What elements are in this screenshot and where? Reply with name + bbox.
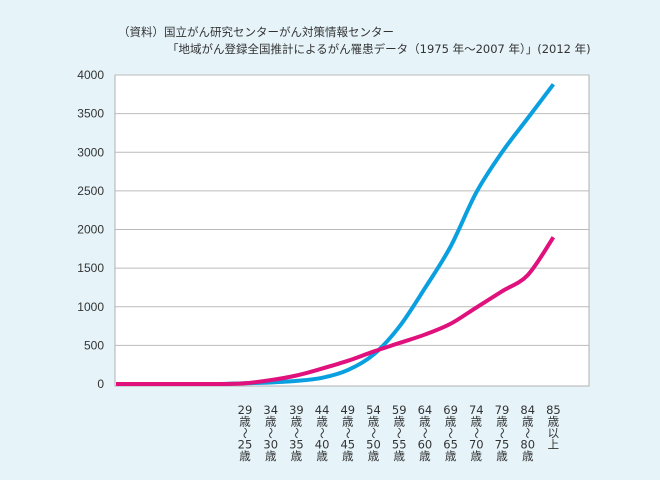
x-tick-part: 79 xyxy=(495,403,510,417)
x-tick-part: 歳 xyxy=(522,415,534,429)
source-line-2: 「地域がん登録全国推計によるがん罹患データ（1975 年〜2007 年）」(20… xyxy=(167,42,591,56)
x-tick-part: 80 xyxy=(520,438,535,452)
y-tick-label: 3500 xyxy=(77,107,104,121)
x-tick-part: 歳 xyxy=(393,415,405,429)
x-tick-part: 64 xyxy=(418,403,433,417)
x-tick-tilde: 〜 xyxy=(495,427,509,439)
x-tick-label: 54歳〜50歳 xyxy=(366,403,381,463)
x-tick-label: 44歳〜40歳 xyxy=(315,403,330,463)
x-tick-part: 歳 xyxy=(291,415,303,429)
x-tick-part: 35 xyxy=(289,438,304,452)
x-tick-part: 74 xyxy=(469,403,484,417)
series-line xyxy=(115,236,556,387)
x-tick-part: 歳 xyxy=(316,449,328,463)
x-tick-tilde: 〜 xyxy=(469,427,483,439)
source-line-1: （資料）国立がん研究センターがん対策情報センター xyxy=(118,25,394,39)
x-tick-tilde: 〜 xyxy=(418,427,432,439)
x-tick-part: 75 xyxy=(495,438,510,452)
x-tick-part: 65 xyxy=(443,438,458,452)
x-tick-part: 上 xyxy=(548,438,560,452)
x-tick-part: 29 xyxy=(238,403,253,417)
x-tick-tilde: 〜 xyxy=(367,427,381,439)
x-tick-part: 歳 xyxy=(342,415,354,429)
source-note: （資料）国立がん研究センターがん対策情報センター 「地域がん登録全国推計によるが… xyxy=(118,24,591,58)
x-tick-part: 歳 xyxy=(471,449,483,463)
x-tick-part: 歳 xyxy=(445,449,457,463)
x-tick-label: 69歳〜65歳 xyxy=(443,403,458,463)
y-tick-label: 0 xyxy=(97,377,104,391)
x-tick-part: 60 xyxy=(418,438,433,452)
x-tick-tilde: 〜 xyxy=(264,427,278,439)
x-tick-part: 70 xyxy=(469,438,484,452)
x-tick-label: 64歳〜60歳 xyxy=(418,403,433,463)
y-tick-label: 1000 xyxy=(77,300,104,314)
x-tick-part: 歳 xyxy=(368,449,380,463)
x-tick-part: 歳 xyxy=(265,415,277,429)
x-tick-part: 歳 xyxy=(239,449,251,463)
x-tick-part: 25 xyxy=(238,438,253,452)
x-tick-part: 59 xyxy=(392,403,407,417)
series-2 xyxy=(115,236,556,387)
x-tick-part: 歳 xyxy=(316,415,328,429)
x-tick-part: 歳 xyxy=(496,449,508,463)
x-tick-part: 44 xyxy=(315,403,330,417)
x-tick-part: 歳 xyxy=(265,449,277,463)
x-tick-part: 歳 xyxy=(548,415,560,429)
x-tick-label: 84歳〜80歳 xyxy=(520,403,535,463)
x-tick-label: 59歳〜55歳 xyxy=(392,403,407,463)
x-tick-part: 歳 xyxy=(368,415,380,429)
x-tick-part: 以 xyxy=(548,426,560,440)
x-tick-part: 歳 xyxy=(471,415,483,429)
x-tick-part: 54 xyxy=(366,403,381,417)
x-tick-part: 歳 xyxy=(393,449,405,463)
x-tick-part: 39 xyxy=(289,403,304,417)
x-tick-tilde: 〜 xyxy=(289,427,303,439)
x-tick-tilde: 〜 xyxy=(315,427,329,439)
x-tick-label: 79歳〜75歳 xyxy=(495,403,510,463)
x-tick-part: 85 xyxy=(546,403,561,417)
y-tick-label: 500 xyxy=(84,338,104,352)
x-tick-tilde: 〜 xyxy=(238,427,252,439)
x-tick-label: 29歳〜25歳 xyxy=(238,403,253,463)
x-tick-label: 39歳〜35歳 xyxy=(289,403,304,463)
x-tick-part: 歳 xyxy=(419,415,431,429)
x-tick-tilde: 〜 xyxy=(392,427,406,439)
x-tick-part: 歳 xyxy=(291,449,303,463)
plot-area xyxy=(114,74,590,387)
x-tick-part: 歳 xyxy=(419,449,431,463)
x-tick-label: 74歳〜70歳 xyxy=(469,403,484,463)
x-tick-part: 34 xyxy=(263,403,278,417)
y-tick-label: 4000 xyxy=(77,68,104,82)
x-tick-part: 歳 xyxy=(496,415,508,429)
x-tick-part: 30 xyxy=(263,438,278,452)
x-tick-part: 45 xyxy=(340,438,355,452)
x-tick-tilde: 〜 xyxy=(521,427,535,439)
x-tick-part: 歳 xyxy=(522,449,534,463)
x-tick-tilde: 〜 xyxy=(444,427,458,439)
x-tick-part: 歳 xyxy=(342,449,354,463)
x-tick-label: 34歳〜30歳 xyxy=(263,403,278,463)
y-tick-label: 2500 xyxy=(77,184,104,198)
x-tick-tilde: 〜 xyxy=(341,427,355,439)
y-tick-label: 2000 xyxy=(77,223,104,237)
x-tick-part: 50 xyxy=(366,438,381,452)
y-tick-label: 1500 xyxy=(77,261,104,275)
x-tick-part: 84 xyxy=(520,403,535,417)
x-tick-part: 69 xyxy=(443,403,458,417)
x-tick-part: 55 xyxy=(392,438,407,452)
x-tick-label: 49歳〜45歳 xyxy=(340,403,355,463)
x-tick-part: 49 xyxy=(340,403,355,417)
x-tick-part: 歳 xyxy=(239,415,251,429)
x-tick-part: 歳 xyxy=(445,415,457,429)
x-tick-part: 40 xyxy=(315,438,330,452)
y-tick-label: 3000 xyxy=(77,145,104,159)
